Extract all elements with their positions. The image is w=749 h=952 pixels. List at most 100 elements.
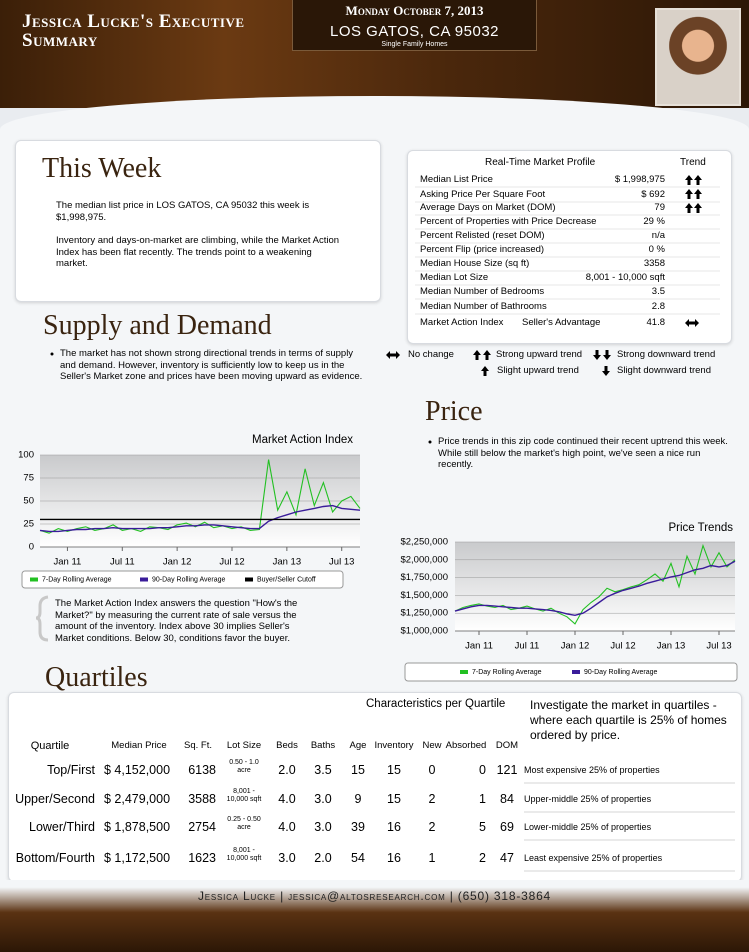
- date: Monday October 7, 2013: [345, 3, 484, 18]
- table-cell: 2: [428, 820, 436, 834]
- legend-swatch: [460, 670, 468, 674]
- legend-text: Strong downward trend: [617, 349, 716, 360]
- profile-value: 29 %: [643, 216, 665, 227]
- table-cell: 15: [351, 763, 365, 777]
- column-header: Median Price: [111, 740, 167, 751]
- column-header: Beds: [276, 740, 298, 751]
- row-description: Lower-middle 25% of properties: [524, 822, 652, 832]
- profile-label: Percent Relisted (reset DOM): [420, 230, 545, 241]
- profile-title: Real-Time Market Profile: [485, 157, 596, 168]
- table-cell: 54: [351, 851, 365, 865]
- x-tick-label: Jan 13: [273, 557, 302, 568]
- profile-label: Median Number of Bathrooms: [420, 301, 547, 312]
- column-header: Quartile: [30, 740, 70, 752]
- legend-label: 7-Day Rolling Average: [472, 669, 542, 676]
- table-cell: 5: [479, 820, 486, 834]
- x-tick-label: Jul 13: [706, 641, 731, 652]
- table-cell: 8,001 - 10,000 sqft: [226, 847, 262, 862]
- table-cell: 47: [500, 851, 514, 865]
- y-tick-label: 100: [18, 450, 34, 461]
- this-week-heading: This Week: [42, 153, 162, 184]
- table-cell: 2: [428, 792, 436, 806]
- profile-label: Percent of Properties with Price Decreas…: [420, 216, 597, 227]
- table-cell: 8,001 - 10,000 sqft: [226, 788, 262, 803]
- table-cell: 2: [479, 851, 486, 865]
- quartiles-heading: Quartiles: [45, 662, 148, 693]
- profile-label: Asking Price Per Square Foot: [420, 189, 546, 200]
- legend-swatch: [245, 577, 253, 582]
- column-header: Inventory: [374, 740, 414, 751]
- y-tick-label: $1,000,000: [400, 626, 448, 637]
- quartiles-intro: Investigate the market in quartiles - wh…: [530, 698, 727, 742]
- profile-value: $ 1,998,975: [614, 174, 665, 185]
- x-tick-label: Jul 11: [515, 641, 540, 652]
- profile-value: $ 692: [641, 189, 665, 200]
- profile-label: Median Lot Size: [420, 272, 489, 283]
- legend-text: Slight upward trend: [497, 365, 579, 376]
- location: LOS GATOS, CA 95032: [329, 23, 500, 40]
- column-header: New: [422, 740, 442, 751]
- table-cell: $ 2,479,000: [104, 792, 171, 806]
- legend-swatch: [572, 670, 580, 674]
- table-title: Characteristics per Quartile: [366, 698, 506, 710]
- table-cell: 1: [428, 851, 436, 865]
- series-line: [454, 543, 736, 625]
- footer-text: Jessica Lucke | jessica@altosresearch.co…: [197, 889, 552, 903]
- legend-box: [404, 662, 738, 682]
- table-cell: 2.0: [314, 851, 332, 865]
- profile-label: Median Number of Bedrooms: [420, 286, 545, 297]
- footer-band: [0, 880, 749, 952]
- legend-label: Buyer/Seller Cutoff: [257, 576, 316, 583]
- x-tick-label: Jul 13: [329, 557, 354, 568]
- table-cell: 15: [387, 763, 401, 777]
- legend-box: [21, 570, 344, 589]
- price-heading: Price: [425, 396, 483, 427]
- profile-value: 0 %: [648, 244, 665, 255]
- date-box: Monday October 7, 2013 LOS GATOS, CA 950…: [292, 0, 537, 51]
- table-cell: 1623: [188, 851, 216, 865]
- table-cell: 3.0: [314, 792, 332, 806]
- legend-text: Slight downward trend: [617, 365, 711, 376]
- table-cell: 16: [387, 851, 401, 865]
- table-cell: Lower/Third: [29, 820, 95, 834]
- legend-label: 90-Day Rolling Average: [152, 576, 226, 583]
- paragraph: Inventory and days-on-market are climbin…: [56, 235, 340, 269]
- y-tick-label: $1,250,000: [400, 608, 448, 619]
- row-description: Least expensive 25% of properties: [524, 853, 663, 863]
- series-line: [39, 459, 361, 534]
- table-cell: 2754: [188, 820, 216, 834]
- x-tick-label: Jan 11: [54, 557, 82, 568]
- y-tick-label: $1,500,000: [400, 590, 448, 601]
- profile-value: 3.5: [651, 286, 665, 297]
- legend-label: 90-Day Rolling Average: [584, 669, 658, 676]
- y-tick-label: $2,250,000: [400, 537, 448, 548]
- x-tick-label: Jan 12: [561, 641, 590, 652]
- legend-swatch: [140, 577, 148, 582]
- series-line: [454, 560, 736, 617]
- y-tick-label: 25: [23, 519, 34, 530]
- table-cell: 3.0: [314, 820, 332, 834]
- this-week-text: The median list price in LOS GATOS, CA 9…: [56, 200, 346, 270]
- price-text: Price trends in this zip code continued …: [438, 436, 728, 470]
- table-cell: 6138: [188, 763, 216, 777]
- chart-title: Market Action Index: [252, 434, 353, 446]
- table-cell: 84: [500, 792, 514, 806]
- agent-photo: [655, 8, 741, 106]
- y-tick-label: 0: [29, 542, 34, 553]
- supply-text: The market has not shown strong directio…: [60, 348, 363, 382]
- column-header: Lot Size: [226, 740, 262, 751]
- row-description: Upper-middle 25% of properties: [524, 794, 652, 804]
- plot-area: [455, 542, 735, 631]
- y-tick-label: 75: [23, 473, 34, 484]
- table-cell: 69: [500, 820, 514, 834]
- profile-value: 41.8: [646, 317, 666, 328]
- table-cell: 16: [387, 820, 401, 834]
- column-header: DOM: [495, 740, 519, 751]
- legend-text: Strong upward trend: [496, 349, 583, 360]
- legend-label: 7-Day Rolling Average: [42, 576, 112, 583]
- profile-value: 79: [654, 202, 665, 213]
- table-cell: 4.0: [278, 820, 296, 834]
- legend-text: No change: [408, 349, 454, 360]
